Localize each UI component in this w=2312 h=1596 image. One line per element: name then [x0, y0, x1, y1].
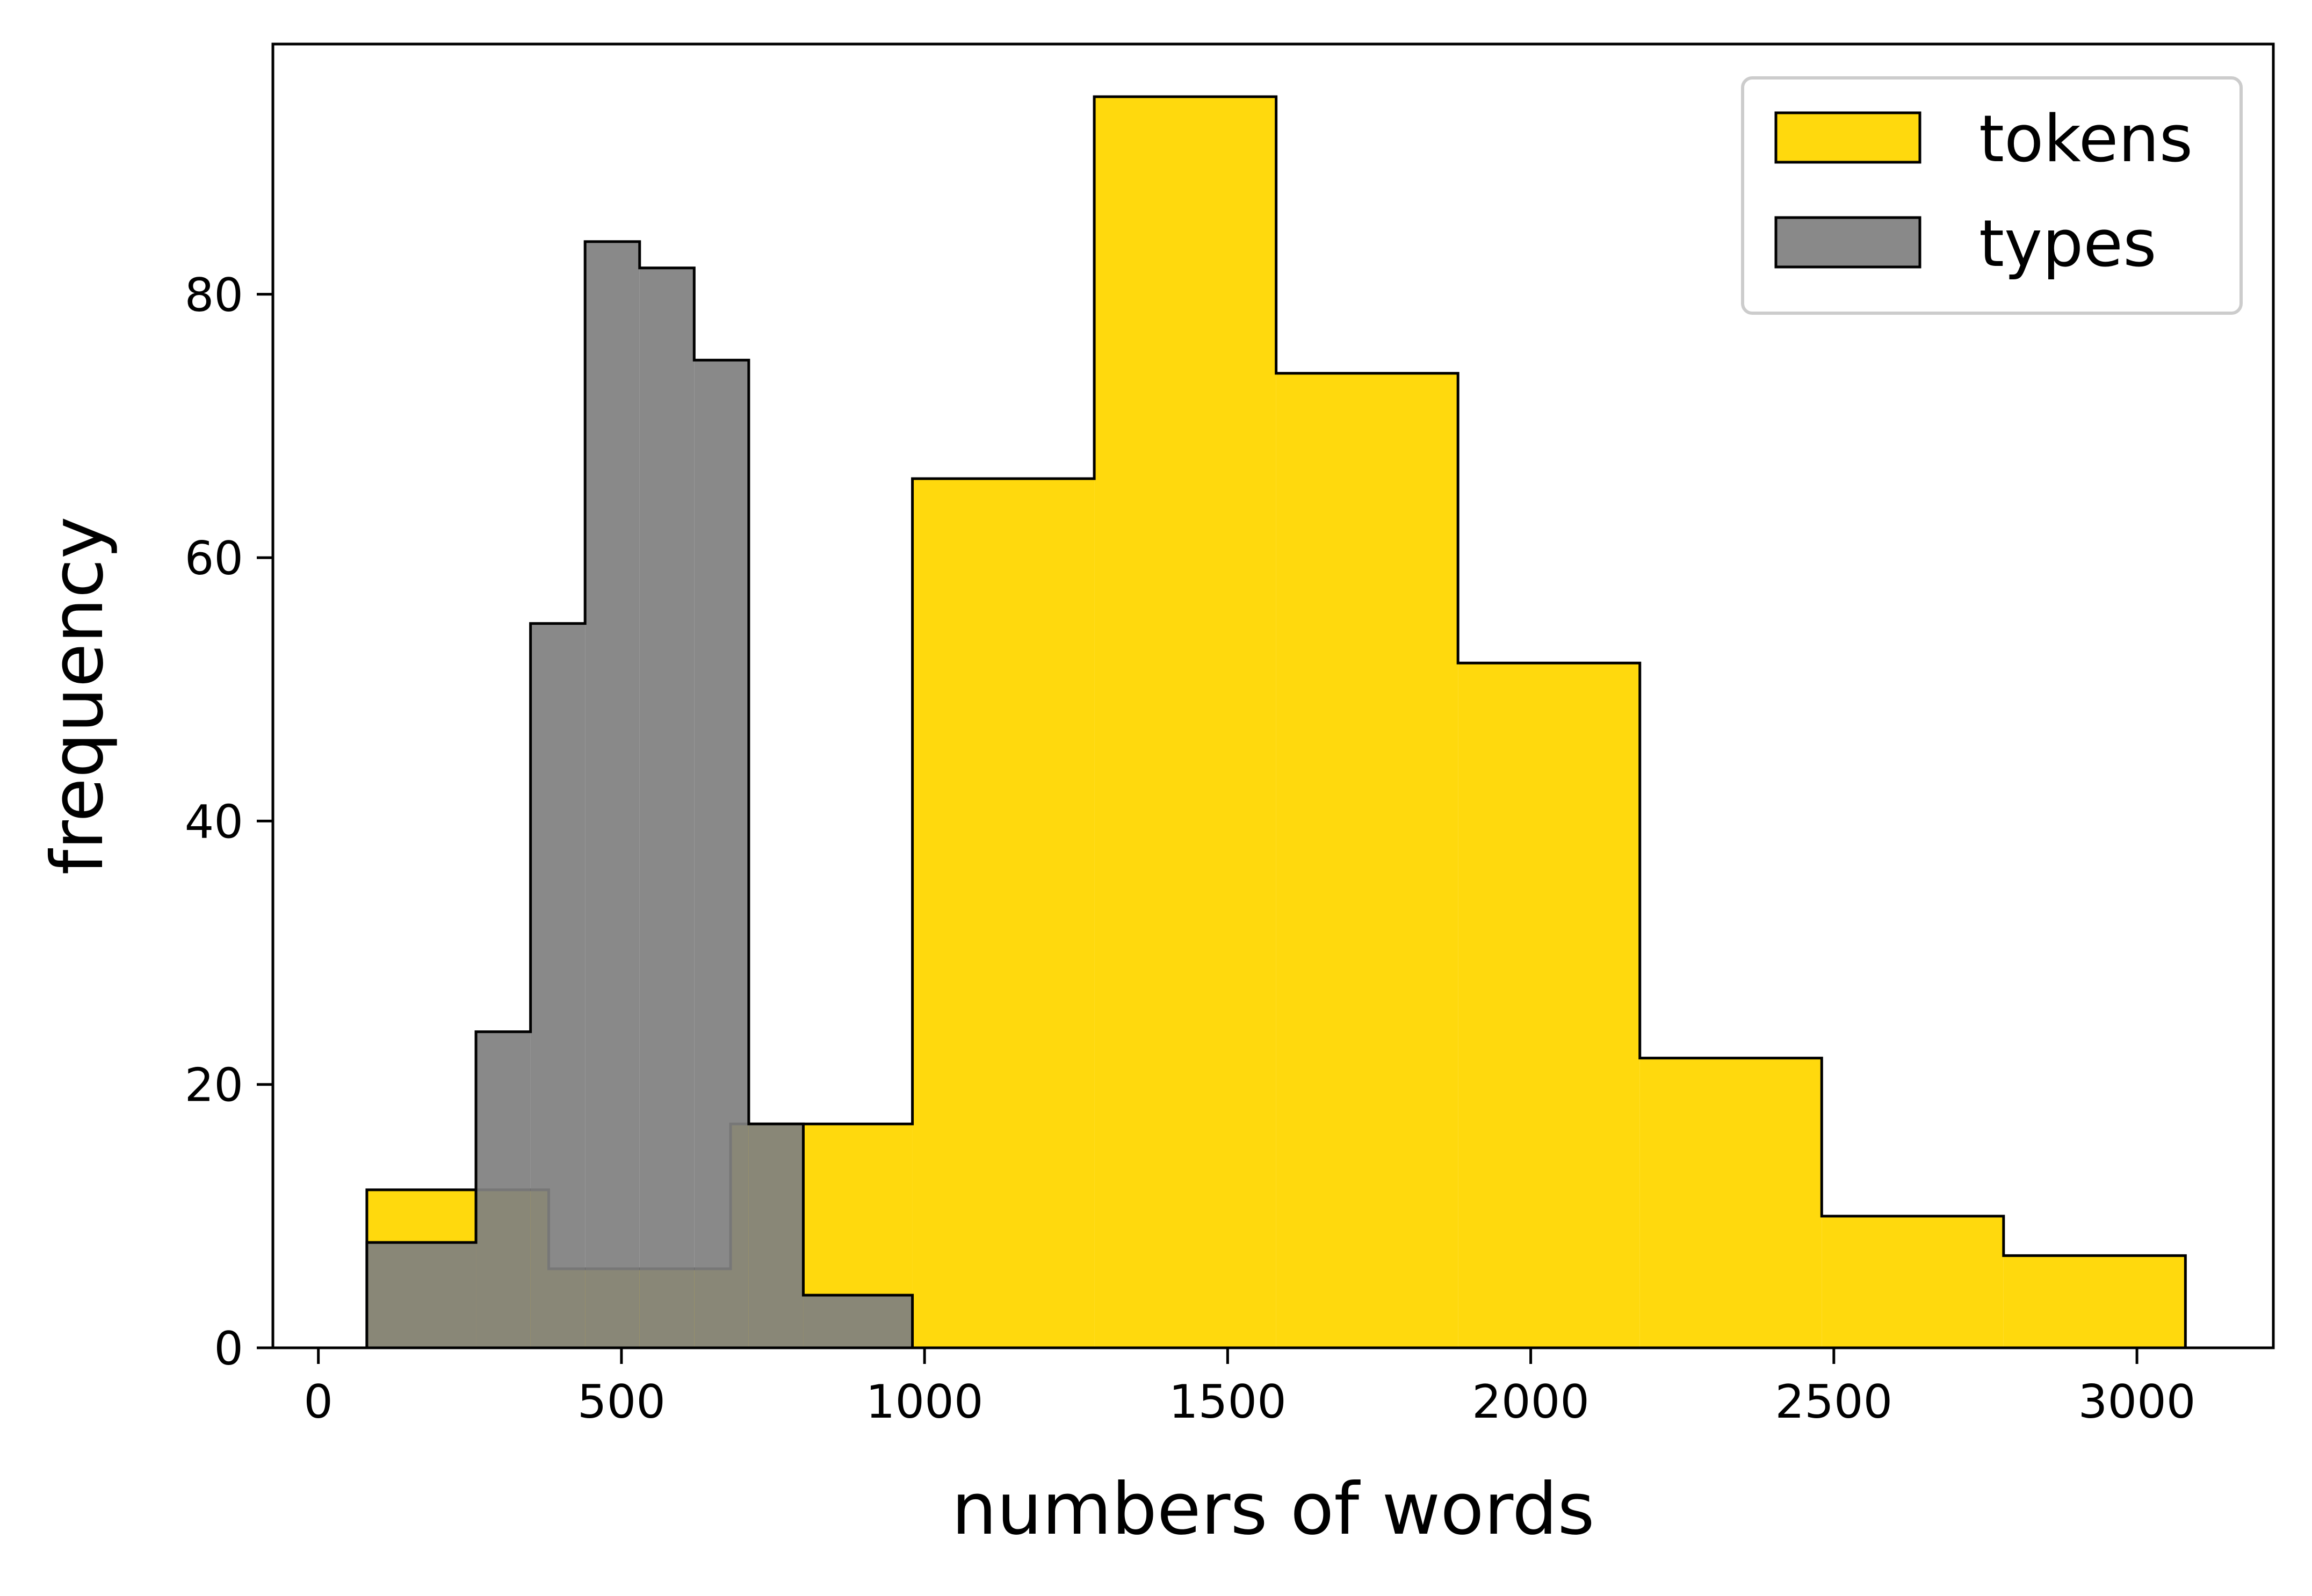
- y-axis: 0 20 40 60 80: [185, 269, 273, 1376]
- series-tokens: [365, 95, 2187, 1348]
- x-axis-label: numbers of words: [951, 1468, 1594, 1551]
- types-bar: [803, 1295, 858, 1348]
- tokens-bar: [1822, 1216, 2004, 1348]
- tokens-bar: [1276, 373, 1458, 1348]
- y-axis-label: frequency: [37, 516, 119, 875]
- types-bar: [639, 268, 695, 1348]
- types-bar: [366, 1242, 476, 1348]
- y-tick-label: 20: [185, 1059, 243, 1113]
- types-bar: [857, 1295, 913, 1348]
- legend: tokens types: [1741, 76, 2243, 315]
- types-bar: [476, 1031, 531, 1348]
- x-tick-label: 1500: [1169, 1375, 1287, 1429]
- tokens-bar: [2003, 1255, 2186, 1348]
- types-outline: [365, 240, 914, 1348]
- x-axis: 0 500 1000 1500 2000 2500 3000: [304, 1348, 2196, 1429]
- x-tick-label: 2000: [1472, 1375, 1590, 1429]
- y-tick-label: 80: [185, 269, 243, 322]
- series-types: [365, 240, 914, 1348]
- x-tick-label: 3000: [2078, 1375, 2196, 1429]
- x-tick-label: 1000: [866, 1375, 984, 1429]
- axes-frame: [271, 42, 2275, 1349]
- tokens-bar: [1458, 663, 1640, 1348]
- y-tick-label: 40: [185, 795, 243, 849]
- types-bar: [748, 1124, 804, 1348]
- legend-swatch-tokens: [1774, 111, 1921, 164]
- x-tick-label: 500: [577, 1375, 666, 1429]
- bars-layer: [365, 95, 2187, 1348]
- y-tick-label: 60: [185, 532, 243, 586]
- types-bar: [585, 241, 640, 1348]
- legend-label-types: types: [1979, 207, 2157, 281]
- x-tick-label: 2500: [1775, 1375, 1892, 1429]
- y-tick-label: 0: [214, 1322, 243, 1376]
- x-tick-label: 0: [304, 1375, 333, 1429]
- tokens-bar: [912, 479, 1095, 1348]
- legend-label-tokens: tokens: [1979, 102, 2193, 177]
- types-bar: [694, 360, 749, 1348]
- tokens-bar: [1639, 1058, 1822, 1348]
- legend-swatch-types: [1774, 216, 1921, 269]
- types-bar: [530, 623, 586, 1348]
- tokens-bar: [1094, 97, 1276, 1348]
